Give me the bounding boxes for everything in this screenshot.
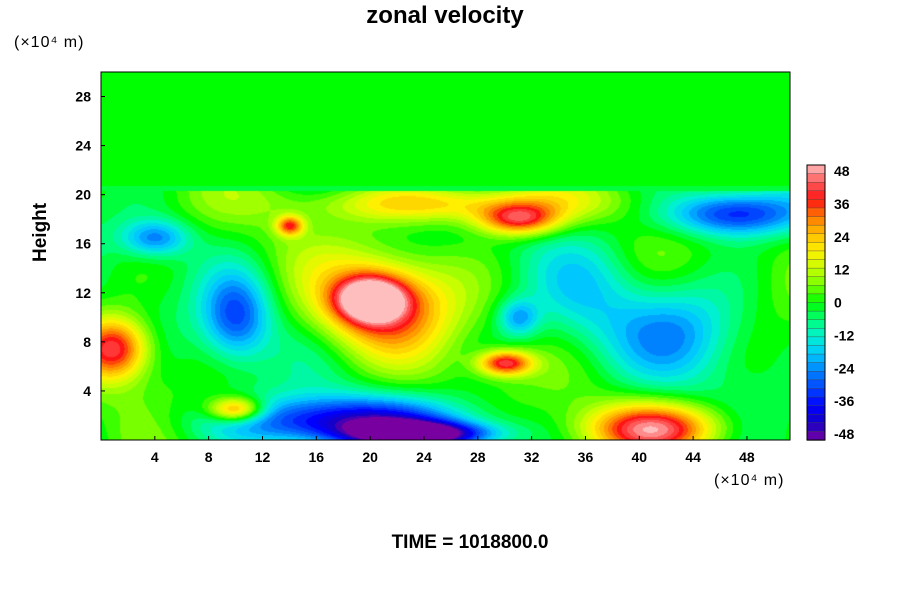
colorbar-segment [806,353,826,364]
colorbar-segment [806,164,826,175]
x-tick-label-11: 48 [739,449,755,465]
x-unit-label: (×10⁴ m) [714,472,785,489]
y-tick-label-5: 24 [75,138,91,154]
colorbar-segment [806,319,826,329]
colorbar-segment [806,371,826,381]
y-tick-label-0: 4 [83,383,91,399]
colorbar-segment [806,285,826,295]
colorbar-tick-label-8: -48 [834,426,854,442]
colorbar-segment [806,224,826,235]
chart-title: zonal velocity [366,2,524,29]
colorbar-tick-label-6: -24 [834,360,854,376]
y-tick-label-6: 28 [75,89,91,105]
x-tick-label-1: 8 [205,449,213,465]
y-tick-label-1: 8 [83,334,91,350]
x-tick-label-2: 12 [255,449,271,465]
x-tick-label-5: 24 [416,449,432,465]
colorbar-segment [806,242,826,252]
colorbar-segment [806,181,826,192]
colorbar-segment [806,302,826,312]
x-tick-label-4: 20 [362,449,378,465]
y-tick-label-3: 16 [75,236,91,252]
colorbar-segment [806,422,826,433]
colorbar-segment [806,207,826,218]
colorbar-segment [806,173,826,183]
colorbar-segment [806,345,826,355]
plot-area [100,71,791,441]
colorbar-tick-label-7: -36 [834,393,854,409]
y-unit-label: (×10⁴ m) [14,34,85,51]
y-tick-label-2: 12 [75,285,91,301]
colorbar-tick-label-0: 48 [834,163,850,179]
colorbar-segment [806,250,826,261]
time-label: TIME = 1018800.0 [391,532,549,553]
colorbar-segment [806,362,826,372]
x-tick-label-3: 16 [309,449,325,465]
colorbar-tick-label-2: 24 [834,229,850,245]
y-tick-label-4: 20 [75,187,91,203]
x-tick-label-9: 40 [631,449,647,465]
velocity-field [101,72,790,440]
colorbar-segment [806,259,826,269]
colorbar-tick-label-3: 12 [834,262,850,278]
x-tick-label-8: 36 [578,449,594,465]
colorbar-tick-label-5: -12 [834,327,854,343]
colorbar-segment [806,379,826,390]
colorbar-segment [806,405,826,415]
colorbar-tick-label-1: 36 [834,196,850,212]
colorbar-segment [806,276,826,287]
colorbar-segment [806,431,826,441]
colorbar-frame [806,164,826,441]
x-tick-label-0: 4 [151,449,159,465]
colorbar-tick-label-4: 0 [834,295,842,311]
colorbar-segment [806,199,826,209]
x-tick-label-7: 32 [524,449,540,465]
x-tick-label-6: 28 [470,449,486,465]
y-axis: 4 8 12 16 20 24 28 [75,89,105,399]
x-tick-label-10: 44 [685,449,701,465]
colorbar-segment [806,293,826,304]
plot-frame [100,71,791,441]
colorbar-segment [806,336,826,347]
colorbar-segment [806,310,826,321]
colorbar-segment [806,414,826,424]
colorbar-segment [806,216,826,226]
colorbar-segment [806,328,826,338]
colorbar-segment [806,396,826,407]
colorbar-segment [806,190,826,201]
x-axis: 4 8 12 16 20 24 28 32 36 40 44 48 [151,436,755,465]
colorbar-segment [806,267,826,278]
colorbar: 48 36 24 12 0 -12 -24 -36 -48 [806,163,854,442]
colorbar-segment [806,233,826,244]
colorbar-segment [806,388,826,398]
